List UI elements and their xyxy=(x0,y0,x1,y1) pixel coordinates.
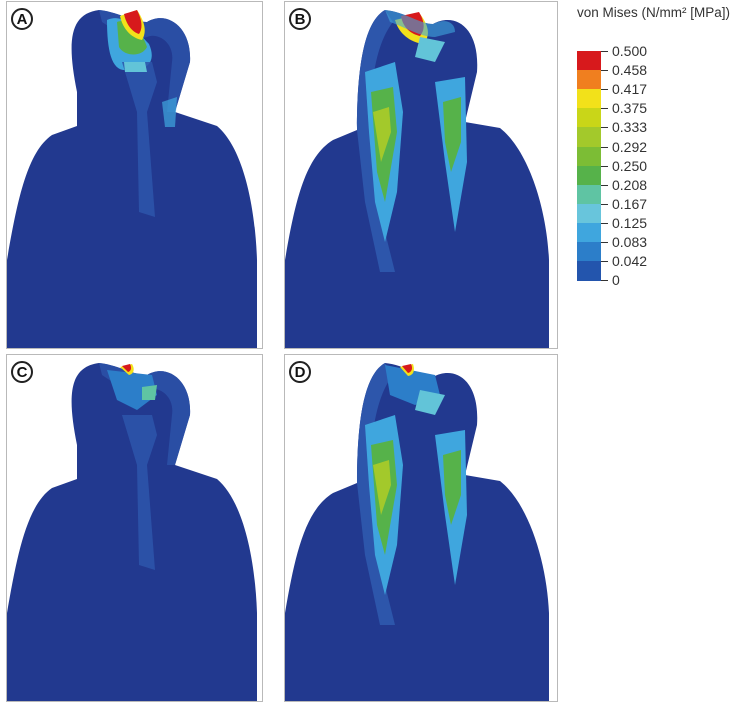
legend-tick-mark xyxy=(601,89,608,91)
panel-label-c: C xyxy=(11,361,33,383)
legend-tick-mark xyxy=(601,165,608,167)
legend-tick-mark xyxy=(601,146,608,148)
panel-label-b: B xyxy=(289,8,311,30)
legend-tick-mark xyxy=(601,108,608,110)
legend-tick-label: 0.125 xyxy=(612,214,648,231)
legend-tick-mark xyxy=(601,222,608,224)
legend-swatch xyxy=(577,165,601,186)
legend-swatch xyxy=(577,146,601,167)
legend-tick-label: 0.458 xyxy=(612,62,648,79)
legend-tick-label: 0.333 xyxy=(612,119,648,136)
legend-tick-label: 0.292 xyxy=(612,138,648,155)
legend-tick-label: 0.417 xyxy=(612,81,648,98)
legend-tick-label: 0 xyxy=(612,272,620,289)
stress-contour-d xyxy=(285,363,549,701)
legend-swatch xyxy=(577,127,601,147)
legend-tick-mark xyxy=(601,261,608,263)
legend-swatch xyxy=(577,203,601,224)
stress-contour-b xyxy=(285,10,549,348)
panel-c: C xyxy=(6,354,263,702)
legend-title: von Mises (N/mm² [MPa]) xyxy=(577,5,731,20)
legend-tick-mark xyxy=(601,51,608,52)
legend-tick-label: 0.500 xyxy=(612,43,648,59)
legend-swatch xyxy=(577,89,601,109)
legend-tick-label: 0.208 xyxy=(612,176,648,193)
legend-swatch xyxy=(577,222,601,243)
legend-swatch xyxy=(577,108,601,128)
legend-tick-mark xyxy=(601,127,608,129)
legend-swatch xyxy=(577,242,601,262)
legend-swatch xyxy=(577,70,601,90)
panel-b: B xyxy=(284,1,558,349)
legend-tick-mark xyxy=(601,203,608,205)
legend-tick-label: 0.083 xyxy=(612,234,648,250)
legend-tick-label: 0.375 xyxy=(612,100,648,117)
legend-tick-label: 0.042 xyxy=(612,253,648,270)
legend-swatch xyxy=(577,184,601,205)
legend-tick-label: 0.250 xyxy=(612,157,648,174)
legend-swatch xyxy=(577,51,601,71)
legend-tick-label: 0.167 xyxy=(612,195,648,212)
legend-tick-mark xyxy=(601,242,608,243)
legend-swatch xyxy=(577,261,601,281)
panel-a: A xyxy=(6,1,263,349)
legend-tick-mark xyxy=(601,70,608,72)
panel-label-d: D xyxy=(289,361,311,383)
panel-d: D xyxy=(284,354,558,702)
stress-contour-c xyxy=(7,363,257,701)
panel-label-a: A xyxy=(11,8,33,30)
stress-contour-a xyxy=(7,10,257,348)
legend-tick-mark xyxy=(601,184,608,186)
legend-tick-mark xyxy=(601,280,608,282)
